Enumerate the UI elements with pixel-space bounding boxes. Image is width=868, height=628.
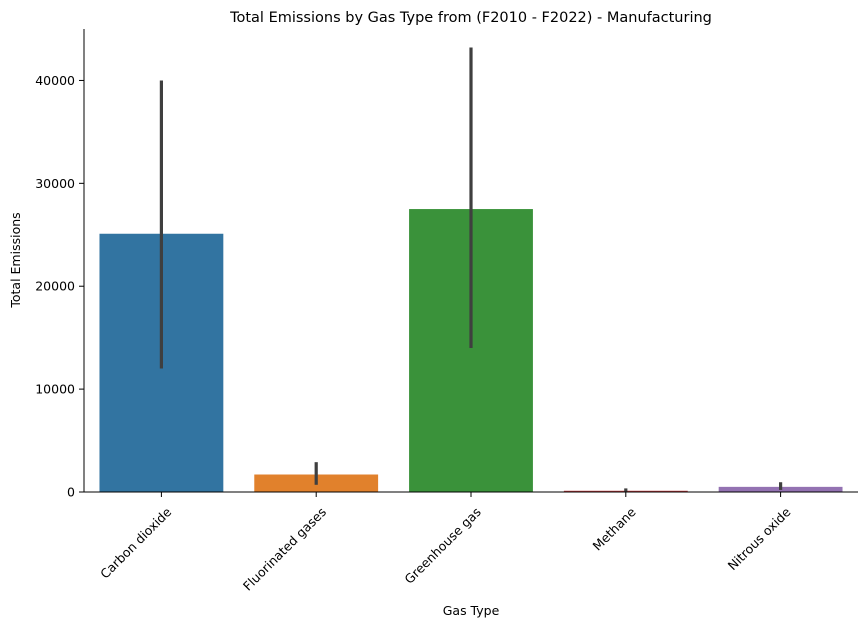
error-bars-group — [159, 47, 783, 492]
y-tick-label-0: 0 — [67, 485, 75, 500]
x-ticks: Carbon dioxide Fluorinated gases Greenhous… — [97, 492, 794, 594]
x-tick-label-carbon-dioxide: Carbon dioxide — [97, 504, 174, 581]
y-tick-label-20000: 20000 — [35, 279, 75, 294]
y-tick-label-10000: 10000 — [35, 382, 75, 397]
x-tick-label-fluorinated-gases: Fluorinated gases — [240, 504, 329, 593]
chart-title: Total Emissions by Gas Type from (F2010 … — [229, 10, 712, 26]
y-tick-label-40000: 40000 — [35, 73, 75, 88]
x-tick-label-methane: Methane — [590, 504, 639, 553]
x-axis-label: Gas Type — [443, 603, 500, 618]
x-tick-label-nitrous-oxide: Nitrous oxide — [725, 504, 794, 573]
y-tick-label-30000: 30000 — [35, 176, 75, 191]
y-ticks: 0 10000 20000 30000 40000 — [35, 73, 84, 500]
x-tick-label-greenhouse-gas: Greenhouse gas — [401, 504, 483, 586]
y-axis-label: Total Emissions — [8, 212, 23, 308]
